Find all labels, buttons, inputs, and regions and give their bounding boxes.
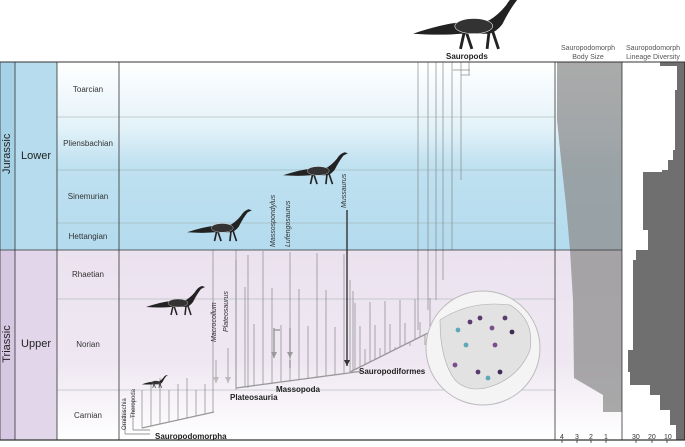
body-size-tick: 2	[589, 434, 593, 441]
backbone-branch	[186, 415, 197, 419]
massospondylid-skeleton	[187, 209, 252, 242]
backbone-branch	[389, 348, 396, 353]
massospondylus-arrow-arrowhead	[271, 352, 277, 358]
body-size-tick: 1	[604, 434, 608, 441]
backbone-branch	[359, 363, 366, 368]
backbone-branch	[379, 353, 386, 358]
clade-sauropods: Sauropods	[446, 52, 488, 61]
taxon-plateosaurus: Plateosaurus	[223, 291, 230, 332]
taxon-macrocollum: Macrocollum	[211, 302, 218, 342]
stage-rhaetian: Rhaetian	[71, 270, 105, 279]
stage-carnian: Carnian	[73, 410, 102, 420]
backbone-branch	[159, 421, 170, 425]
backbone-branch	[307, 376, 318, 380]
backbone-branch	[316, 375, 327, 378]
clade-plateosauria: Plateosauria	[230, 393, 278, 402]
outgroup-theropoda: Theropoda	[131, 388, 137, 418]
diversity-header-line2: Lineage Diversity	[626, 54, 680, 61]
backbone-branch	[343, 371, 354, 375]
backbone-branch	[271, 381, 282, 384]
backbone-branch	[298, 377, 309, 381]
backbone-branch	[325, 374, 336, 377]
stage-norian: Norian	[76, 340, 100, 349]
sauropod-skeleton	[412, 0, 518, 50]
backbone-branch	[334, 372, 345, 376]
diversity-header: Sauropodomorph Lineage Diversity	[618, 44, 685, 62]
body-size-header-line1: Sauropodomorph	[560, 45, 616, 52]
backbone-branch	[374, 356, 381, 361]
lufengosaurus-arrow-arrowhead	[287, 352, 293, 358]
plateosaurus-arrow-arrowhead	[225, 377, 231, 383]
backbone-branch	[177, 417, 188, 421]
early-sauropodomorph-skeleton	[141, 375, 168, 388]
backbone-branch	[235, 386, 246, 389]
backbone-branch	[352, 370, 363, 374]
clade-sauropodomorpha: Sauropodomorpha	[155, 432, 227, 441]
plateosaur-skeleton	[146, 286, 205, 316]
mussaurus-arrow-arrowhead	[344, 360, 350, 366]
diversity-header-line1: Sauropodomorph	[625, 45, 681, 52]
backbone-branch	[280, 380, 291, 383]
body-size-range	[557, 62, 622, 412]
backbone-branch	[369, 358, 376, 363]
backbone-branch	[394, 346, 401, 351]
backbone-branch	[399, 343, 406, 348]
backbone-branch	[409, 338, 416, 343]
diversity-tick: 30	[632, 434, 640, 441]
taxon-lufengosaurus: Lufengosaurus	[285, 200, 292, 247]
diversity-tick: 10	[664, 434, 672, 441]
backbone-branch	[384, 351, 391, 356]
clade-massopoda: Massopoda	[276, 385, 321, 394]
backbone-branch	[354, 366, 361, 371]
backbone-branch	[150, 423, 161, 427]
body-size-header-line2: Body Size	[572, 54, 604, 61]
stage-sinemurian: Sinemurian	[67, 192, 109, 201]
taxon-massospondylus: Massospondylus	[270, 194, 277, 247]
period-jurassic: Jurassic	[1, 133, 13, 174]
epoch-lower: Lower	[21, 150, 51, 162]
backbone-branch	[349, 368, 356, 373]
backbone-branch	[262, 382, 273, 386]
epoch-upper: Upper	[21, 338, 51, 350]
lineage-diversity-steps	[628, 62, 685, 440]
body-size-tick: 3	[575, 434, 579, 441]
stage-toarcian: Toarcian	[72, 85, 104, 94]
backbone-branch	[204, 411, 215, 415]
clade-sauropodiformes: Sauropodiformes	[359, 367, 426, 376]
backbone-branch	[404, 341, 411, 346]
macrocollum-arrow-arrowhead	[213, 377, 219, 383]
body-size-tick: 4	[560, 434, 564, 441]
backbone-branch	[141, 425, 152, 429]
backbone-branch	[414, 336, 421, 341]
stage-pliensbachian: Pliensbachian	[63, 139, 113, 148]
backbone-branch	[364, 361, 371, 366]
period-triassic: Triassic	[1, 325, 13, 363]
backbone-branch	[289, 378, 300, 382]
paleogeographic-globe	[425, 290, 541, 406]
backbone-branch	[168, 419, 179, 423]
sauropodiform-skeleton	[283, 152, 348, 185]
backbone-branch	[244, 384, 255, 388]
backbone-branch	[253, 383, 264, 387]
body-size-header: Sauropodomorph Body Size	[548, 44, 628, 62]
taxon-mussaurus: Mussaurus	[341, 173, 348, 208]
diversity-tick: 20	[648, 434, 656, 441]
backbone-branch	[419, 333, 426, 338]
stage-hettangian: Hettangian	[68, 232, 108, 241]
backbone-branch	[195, 413, 206, 417]
outgroup-ornithischia: Ornithischia	[122, 398, 128, 430]
